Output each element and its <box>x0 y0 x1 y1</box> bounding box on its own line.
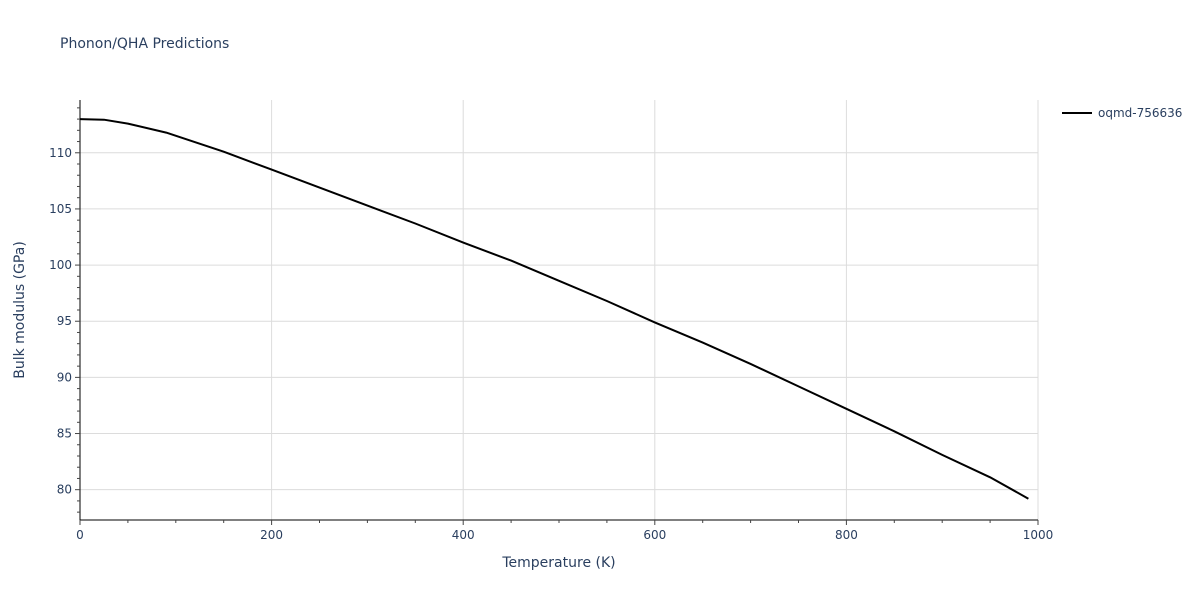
x-axis-label: Temperature (K) <box>502 555 616 571</box>
x-tick-label: 1000 <box>1023 528 1054 542</box>
y-tick-label: 85 <box>57 427 72 441</box>
x-tick-label: 600 <box>643 528 666 542</box>
legend-line-swatch-icon <box>1062 112 1092 114</box>
series-line <box>79 118 1029 500</box>
legend-label: oqmd-756636 <box>1098 106 1183 120</box>
legend-item[interactable]: oqmd-756636 <box>1062 106 1182 120</box>
y-tick-label: 80 <box>57 483 72 497</box>
x-tick-label: 400 <box>452 528 475 542</box>
x-tick-label: 0 <box>76 528 84 542</box>
chart-title: Phonon/QHA Predictions <box>60 36 230 52</box>
y-tick-label: 110 <box>49 146 72 160</box>
x-tick-label: 200 <box>260 528 283 542</box>
y-tick-label: 100 <box>49 258 72 272</box>
y-tick-label: 95 <box>57 314 72 328</box>
y-tick-label: 105 <box>49 202 72 216</box>
x-tick-label: 800 <box>835 528 858 542</box>
y-tick-label: 90 <box>57 370 72 384</box>
